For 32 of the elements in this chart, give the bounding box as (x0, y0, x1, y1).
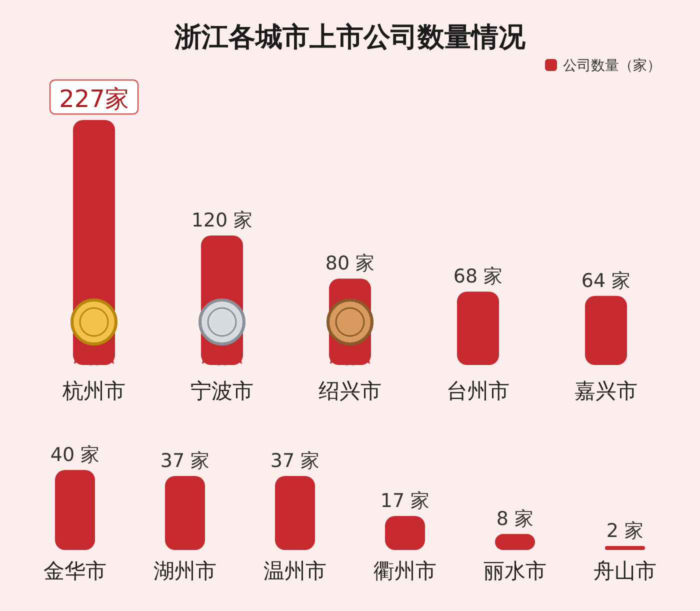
legend-label: 公司数量（家） (563, 58, 661, 74)
data-label: 227家 (59, 85, 129, 113)
bar (605, 546, 645, 550)
data-label: 80 家 (325, 252, 375, 275)
data-label: 68 家 (453, 266, 503, 288)
x-tick-label: 温州市 (264, 559, 326, 583)
bar (495, 534, 535, 550)
data-label: 120 家 (191, 209, 253, 232)
chart-title: 浙江各城市上市公司数量情况 (174, 22, 526, 53)
data-label: 37 家 (270, 450, 320, 472)
bar (275, 476, 315, 550)
x-tick-label: 嘉兴市 (574, 379, 638, 403)
data-label: 2 家 (606, 520, 644, 542)
x-tick-label: 金华市 (44, 559, 106, 583)
bar (165, 476, 205, 550)
bar (55, 470, 95, 550)
data-label: 40 家 (50, 444, 100, 466)
x-tick-label: 杭州市 (62, 379, 126, 403)
data-label: 17 家 (380, 490, 430, 512)
x-tick-label: 衢州市 (374, 559, 436, 583)
data-label: 64 家 (581, 270, 631, 292)
data-label: 37 家 (160, 450, 210, 472)
x-tick-label: 湖州市 (154, 559, 216, 583)
data-label: 8 家 (496, 508, 534, 530)
bar (385, 516, 425, 550)
x-tick-label: 丽水市 (484, 559, 546, 583)
x-tick-label: 绍兴市 (318, 379, 382, 403)
bar (585, 296, 627, 365)
x-tick-label: 宁波市 (190, 379, 254, 403)
x-tick-label: 舟山市 (594, 559, 656, 583)
bar (457, 292, 499, 365)
x-tick-label: 台州市 (446, 379, 510, 403)
